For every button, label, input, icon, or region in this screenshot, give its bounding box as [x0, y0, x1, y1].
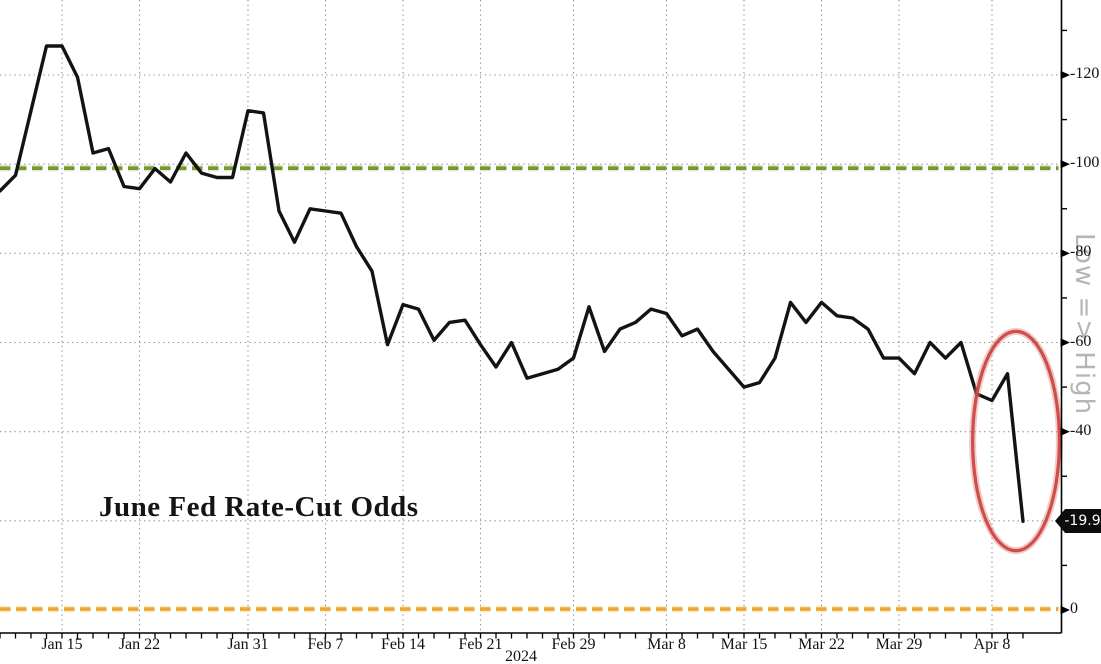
y-tick-label: -120 [1070, 65, 1100, 82]
x-tick-label: Apr 8 [973, 636, 1011, 653]
y-tick-label: -60 [1070, 332, 1092, 350]
x-tick-label: Mar 15 [720, 636, 768, 653]
odds-line-series [0, 44, 1025, 523]
x-tick-label: Feb 29 [551, 636, 596, 653]
y-tick-label: -80 [1070, 243, 1092, 261]
y-tick-arrow [1060, 249, 1070, 258]
x-axis-year-label: 2024 [505, 648, 537, 664]
x-tick-label: Feb 21 [458, 636, 503, 653]
y-tick-arrow [1060, 338, 1070, 347]
x-tick-label: Mar 22 [798, 636, 845, 653]
x-tick-label: Mar 29 [875, 636, 923, 653]
x-tick-label: Jan 31 [227, 636, 269, 653]
y-tick-arrow [1060, 159, 1070, 169]
y-tick-label: 0 [1070, 600, 1078, 617]
y-tick-arrow [1060, 605, 1070, 615]
highlight-ellipse [971, 329, 1062, 553]
last-value-badge: -19.9 [1055, 509, 1101, 533]
x-tick-label: Jan 15 [41, 636, 83, 653]
x-tick-label: Feb 7 [307, 636, 344, 653]
x-tick-label: Jan 22 [118, 636, 161, 653]
y-tick-arrow [1060, 70, 1070, 80]
x-tick-label: Mar 8 [647, 636, 686, 653]
x-tick-label: Feb 14 [381, 636, 425, 653]
y-tick-arrow [1060, 427, 1070, 436]
y-tick-label: -40 [1070, 421, 1092, 439]
y-tick-label: -100 [1070, 154, 1100, 172]
chart-title: June Fed Rate-Cut Odds [99, 491, 419, 523]
